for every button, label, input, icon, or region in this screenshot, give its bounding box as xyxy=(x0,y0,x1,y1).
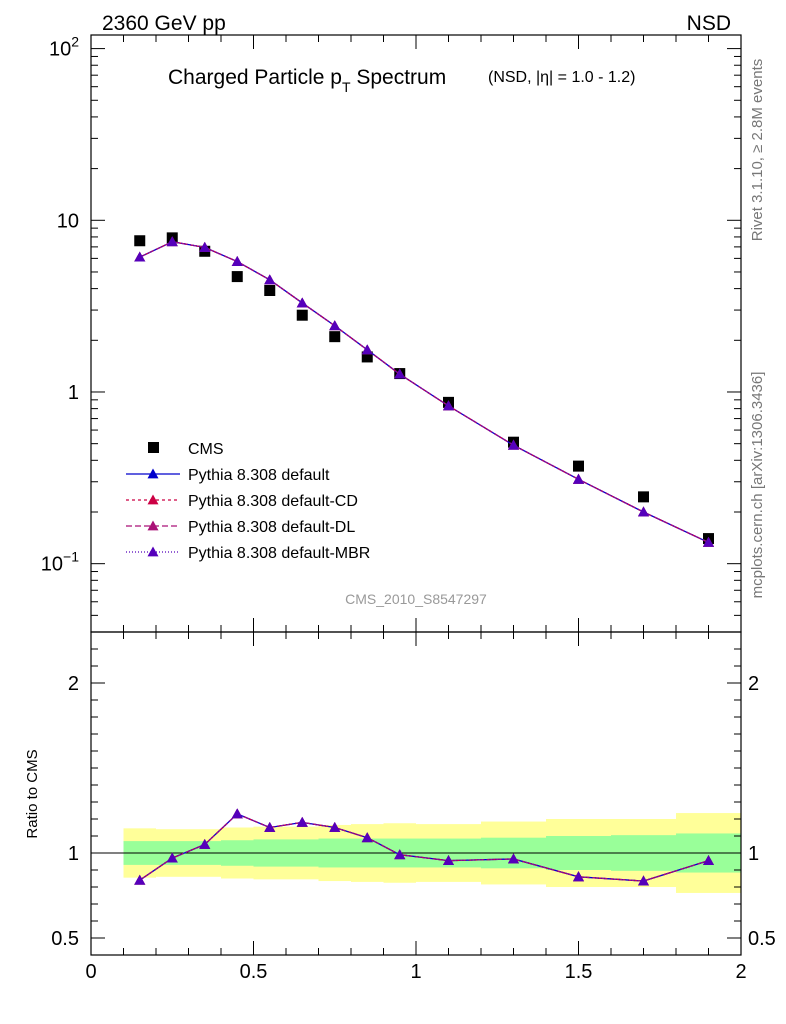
energy-label: 2360 GeV pp xyxy=(102,12,226,35)
chart-title-note: (NSD, |η| = 1.0 - 1.2) xyxy=(488,69,635,86)
mc-line xyxy=(139,241,709,544)
rivet-label: Rivet 3.1.10, ≥ 2.8M events xyxy=(749,59,766,242)
ratio-panel-frame xyxy=(90,631,742,956)
legend-marker-triangle xyxy=(147,520,159,531)
series-layer xyxy=(134,232,714,886)
legend-marker-triangle xyxy=(147,468,159,479)
mc-point xyxy=(703,536,714,547)
analysis-id: CMS_2010_S8547297 xyxy=(345,591,487,607)
mc-ratio-point xyxy=(361,832,373,843)
mc-ratio-point xyxy=(296,816,308,827)
mc-point xyxy=(573,473,584,484)
mc-ratio-point xyxy=(134,874,146,885)
mc-point xyxy=(361,344,373,355)
legend-marker-triangle xyxy=(147,494,159,505)
mc-point xyxy=(134,251,146,262)
legend-item: Pythia 8.308 default-CD xyxy=(126,493,358,510)
ratio-tick-label-left: 0.5 xyxy=(51,928,79,950)
mc-ratio-point xyxy=(703,855,714,866)
mc-ratio-point xyxy=(443,855,454,866)
chart-title: Charged Particle pT Spectrum xyxy=(168,66,446,95)
ratio-tick-label-left: 1 xyxy=(68,843,79,865)
mc-point xyxy=(166,236,178,247)
mc-ratio-point xyxy=(508,853,519,864)
mc-point xyxy=(638,506,649,517)
ratio-tick-label-right: 0.5 xyxy=(748,928,776,950)
data-point-cms xyxy=(361,351,373,363)
series-pythia-8-308-default-mbr xyxy=(134,236,714,886)
mc-ratio-point xyxy=(329,822,341,832)
legend-label: Pythia 8.308 default xyxy=(188,467,330,484)
legend-marker-triangle xyxy=(147,546,159,557)
y-tick-label: 10−1 xyxy=(41,549,79,576)
ratio-tick-label-left: 2 xyxy=(68,673,79,695)
mc-ratio-point xyxy=(394,849,406,860)
legend-label: Pythia 8.308 default-CD xyxy=(188,493,358,510)
legend-item: Pythia 8.308 default-DL xyxy=(126,519,355,536)
x-tick-label: 1.5 xyxy=(565,961,593,983)
y-tick-label: 102 xyxy=(49,34,79,61)
legend-label: Pythia 8.308 default-DL xyxy=(188,519,355,536)
data-point-cms xyxy=(134,235,146,247)
data-point-cms xyxy=(573,460,584,472)
ratio-tick-label-right: 2 xyxy=(748,673,759,695)
data-point-cms xyxy=(296,309,308,321)
mc-point xyxy=(264,274,276,285)
legend-marker-square xyxy=(148,442,159,453)
mc-point xyxy=(508,439,519,450)
mc-ratio-point xyxy=(166,852,178,863)
legend-label: CMS xyxy=(188,441,224,458)
ratio-ylabel: Ratio to CMS xyxy=(24,749,41,838)
x-tick-label: 1 xyxy=(410,961,421,983)
data-point-cms xyxy=(638,491,649,503)
data-point-cms xyxy=(264,285,276,297)
ratio-tick-label-right: 1 xyxy=(748,843,759,865)
axes: 0 0.5 1 1.5 2 10−1 1 10 102 0.5 0.5 1 1 2 2 xyxy=(41,34,776,983)
y-tick-label: 10 xyxy=(57,210,79,232)
legend: CMS Pythia 8.308 default Pythia 8.308 defa… xyxy=(126,441,370,562)
source-label: mcplots.cern.ch [arXiv:1306.3436] xyxy=(749,372,766,599)
process-label: NSD xyxy=(687,12,731,35)
mc-point xyxy=(296,297,308,308)
data-point-cms xyxy=(329,331,341,343)
mc-point xyxy=(329,320,341,331)
legend-item: Pythia 8.308 default-MBR xyxy=(126,545,370,562)
ratio-uncertainty-bands xyxy=(91,813,741,893)
x-tick-label: 0.5 xyxy=(240,961,268,983)
x-tick-label: 0 xyxy=(85,961,96,983)
mc-ratio-point xyxy=(231,808,243,819)
x-tick-label: 2 xyxy=(735,961,746,983)
mc-ratio-point xyxy=(264,822,276,832)
mc-point xyxy=(231,256,243,266)
main-panel-frame xyxy=(90,34,742,633)
mc-point xyxy=(443,400,454,411)
mc-ratio-point xyxy=(573,871,584,882)
legend-label: Pythia 8.308 default-MBR xyxy=(188,545,370,562)
legend-item: Pythia 8.308 default xyxy=(126,467,330,484)
mc-ratio-line xyxy=(139,813,709,882)
y-tick-label: 1 xyxy=(68,382,79,404)
mc-ratio-point xyxy=(638,875,649,886)
legend-item: CMS xyxy=(148,441,224,458)
mc-ratio-point xyxy=(199,839,211,849)
data-point-cms xyxy=(231,271,243,283)
mc-point xyxy=(199,241,211,252)
mc-point xyxy=(394,368,406,379)
